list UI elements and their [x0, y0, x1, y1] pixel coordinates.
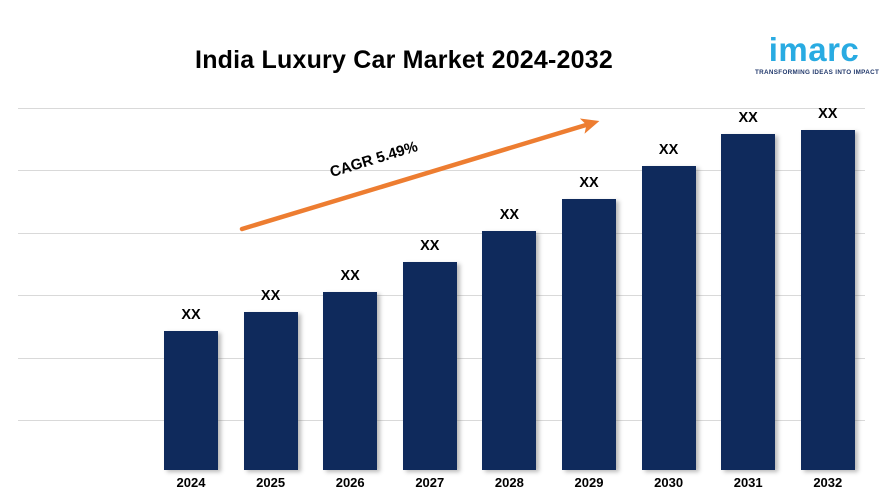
imarc-logo: imarc TRANSFORMING IDEAS INTO IMPACT: [755, 31, 880, 76]
bar: [562, 199, 616, 470]
x-axis-label: 2031: [733, 475, 763, 490]
x-axis-label: 2027: [415, 475, 445, 490]
bar-value-label: XX: [420, 238, 440, 254]
bar: [243, 312, 298, 470]
imarc-wordmark: imarc: [768, 31, 860, 68]
bar-value-label: XX: [260, 288, 281, 304]
bar-value-label: XX: [340, 268, 360, 284]
bar: [721, 134, 776, 470]
gridline: [18, 107, 865, 109]
bar-value-label: XX: [658, 142, 679, 158]
chart-title: India Luxury Car Market 2024-2032: [195, 46, 613, 74]
bar: [641, 166, 696, 470]
bar: [164, 331, 218, 470]
imarc-tagline: TRANSFORMING IDEAS INTO IMPACT: [755, 69, 880, 76]
bar-value-label: XX: [181, 307, 201, 323]
bar-value-label: XX: [499, 207, 520, 223]
x-axis-label: 2024: [176, 475, 206, 490]
bar: [800, 130, 855, 470]
x-axis-label: 2032: [813, 475, 843, 490]
bar-value-label: XX: [818, 106, 838, 122]
bar: [482, 231, 537, 470]
bar: [402, 262, 457, 470]
x-axis-label: 2028: [494, 475, 524, 490]
x-axis-label: 2025: [256, 475, 286, 490]
x-axis-label: 2030: [654, 475, 684, 490]
bar: [323, 292, 378, 470]
x-axis-label: 2026: [335, 475, 365, 490]
x-axis-label: 2029: [574, 475, 604, 490]
gridline: [18, 232, 865, 234]
bar-value-label: XX: [738, 110, 758, 126]
bar-value-label: XX: [579, 175, 599, 191]
